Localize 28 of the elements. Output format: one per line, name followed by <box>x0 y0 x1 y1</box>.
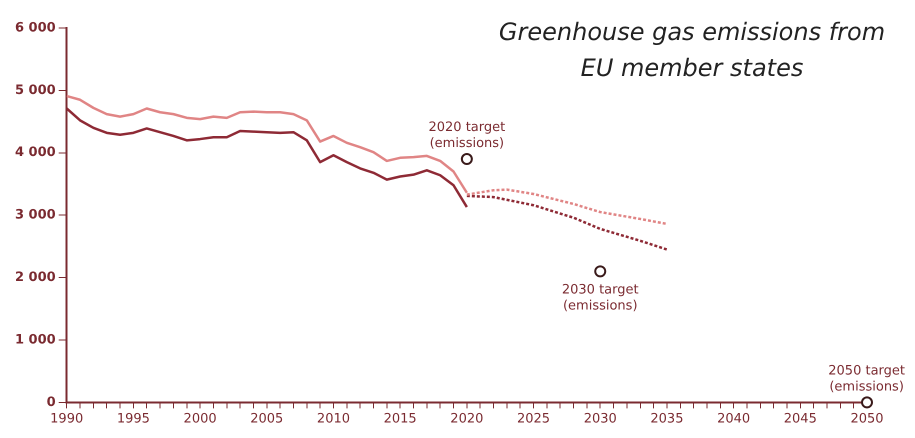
x-tick-label: 2005 <box>250 412 284 427</box>
x-tick-label: 2015 <box>384 412 417 427</box>
annotation: 2030 target (emissions) <box>562 282 639 314</box>
point <box>861 396 873 408</box>
x-tick-label: 2025 <box>517 412 550 427</box>
x-tick-label: 2030 <box>584 412 617 427</box>
annotation: 2050 target (emissions) <box>828 363 906 394</box>
y-tick-label: 5 000 <box>14 82 56 98</box>
x-tick-label: 1990 <box>50 412 84 427</box>
chart-title: Greenhouse gas emissions from EU member states <box>498 17 886 84</box>
y-tick-label: 6 000 <box>14 20 56 36</box>
y-tick-label: 0 <box>46 394 56 410</box>
x-tick-label: 2050 <box>850 412 884 427</box>
point <box>460 153 473 166</box>
annotation: 2020 target (emissions) <box>428 120 506 152</box>
y-tick-label: 1 000 <box>14 332 56 348</box>
x-tick-label: 2035 <box>650 412 684 427</box>
x-tick-label: 2040 <box>717 412 750 427</box>
y-tick-label: 2 000 <box>14 270 56 285</box>
x-tick-label: 2045 <box>784 412 817 427</box>
x-tick-label: 2000 <box>184 412 217 427</box>
x-tick-label: 2010 <box>316 412 350 427</box>
line-series <box>466 194 668 251</box>
y-tick-label: 3 000 <box>14 208 56 223</box>
x-tick-label: 2020 <box>450 412 484 427</box>
y-tick-label: 4 000 <box>14 145 56 160</box>
point <box>594 265 606 278</box>
x-tick-label: 1995 <box>116 412 150 427</box>
